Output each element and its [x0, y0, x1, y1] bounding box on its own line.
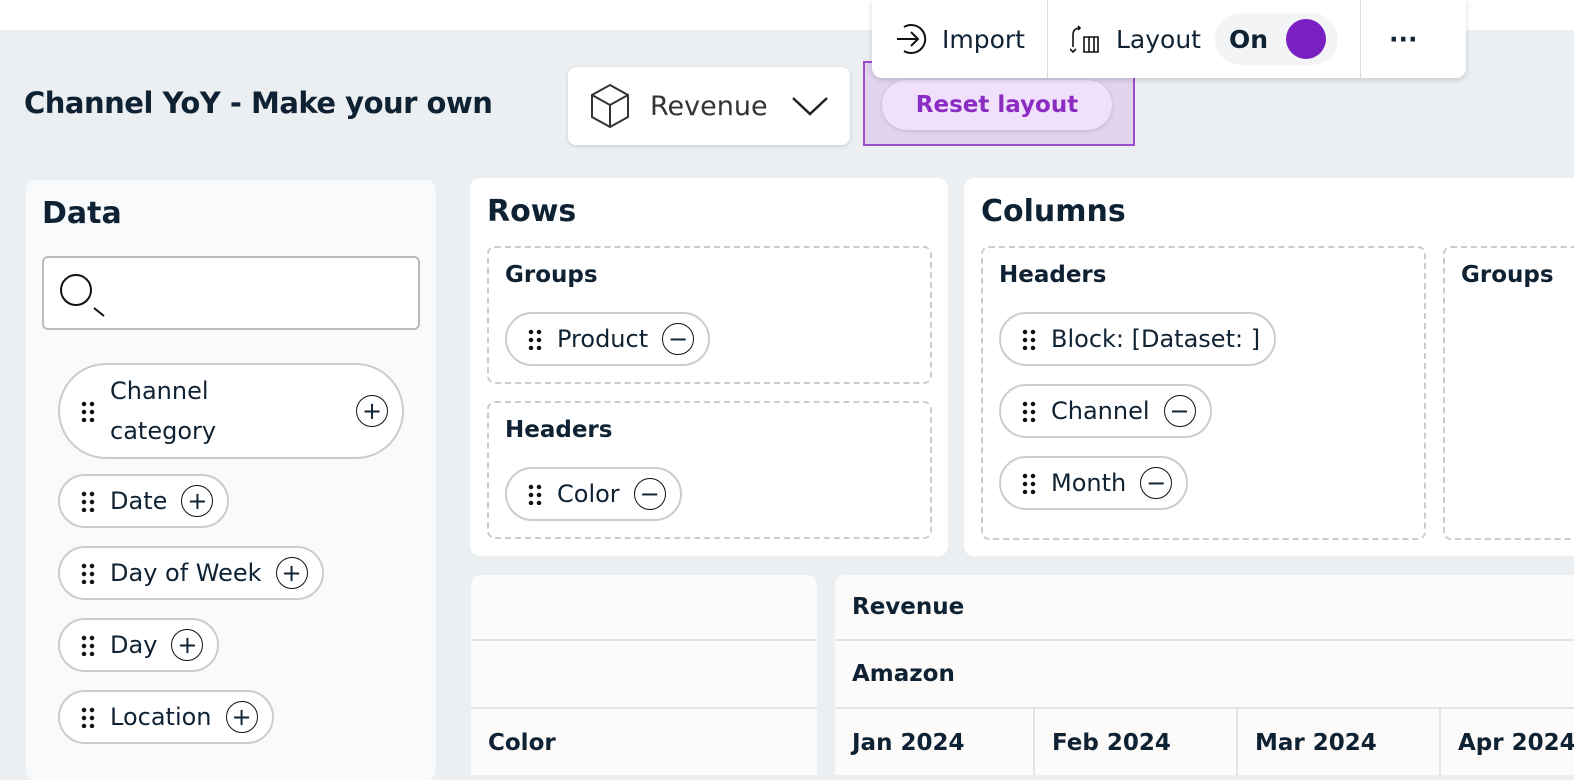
chevron-down-icon	[792, 97, 828, 116]
groups-label: Groups	[505, 262, 598, 288]
field-label: Channel	[1051, 397, 1150, 425]
toggle-knob	[1286, 19, 1327, 59]
field-chip[interactable]: Channel category +	[58, 363, 404, 459]
month-header: Jan 2024	[835, 709, 1035, 775]
drag-handle-icon[interactable]	[1021, 328, 1037, 350]
add-icon[interactable]: +	[171, 629, 204, 661]
page-title: Channel YoY - Make your own	[24, 86, 493, 120]
field-label: Date	[110, 487, 168, 515]
empty-cell	[471, 641, 817, 709]
field-label: Product	[557, 325, 649, 353]
measure-header: Revenue	[835, 575, 1574, 641]
rows-panel: Rows Groups Product − Headers Color −	[470, 178, 948, 556]
field-label: Day	[110, 631, 158, 659]
import-button[interactable]: Import	[872, 0, 1048, 78]
rows-title: Rows	[487, 194, 577, 229]
layout-toggle[interactable]: On	[1214, 13, 1339, 65]
headers-label: Headers	[999, 262, 1107, 288]
groups-label: Groups	[1461, 262, 1554, 288]
drag-handle-icon[interactable]	[1021, 472, 1037, 494]
month-header: Mar 2024	[1238, 709, 1441, 775]
add-icon[interactable]: +	[181, 485, 214, 517]
field-chip[interactable]: Product −	[505, 312, 711, 366]
field-label: Month	[1051, 469, 1127, 497]
field-chip[interactable]: Location +	[58, 690, 274, 744]
add-icon[interactable]: +	[356, 395, 388, 427]
drag-handle-icon[interactable]	[80, 490, 96, 512]
columns-headers-dropzone[interactable]: Headers Block: [Dataset: ] Channel − Mont…	[981, 246, 1426, 540]
layout-icon	[1069, 25, 1099, 54]
measure-dropdown[interactable]: Revenue	[568, 67, 850, 145]
drag-handle-icon[interactable]	[1021, 400, 1037, 422]
remove-icon[interactable]: −	[1163, 395, 1196, 427]
channel-header: Amazon	[835, 641, 1574, 709]
layout-label: Layout	[1115, 24, 1201, 54]
row-header-table: Color	[471, 575, 817, 775]
drag-handle-icon[interactable]	[527, 483, 543, 505]
columns-panel: Columns Headers Block: [Dataset: ] Chann…	[964, 178, 1574, 556]
drag-handle-icon[interactable]	[80, 562, 96, 584]
field-chip[interactable]: Day +	[58, 618, 220, 672]
empty-cell	[471, 575, 817, 641]
headers-label: Headers	[505, 417, 613, 443]
search-input[interactable]	[42, 256, 420, 330]
data-panel: Data Channel category + Date + Day of Week…	[26, 180, 436, 780]
layout-section: Layout On	[1048, 0, 1362, 78]
search-icon	[60, 274, 105, 317]
drag-handle-icon[interactable]	[80, 706, 96, 728]
cube-icon	[591, 83, 629, 129]
field-label: Color	[557, 480, 620, 508]
rows-groups-dropzone[interactable]: Groups Product −	[487, 246, 932, 384]
field-label: Location	[110, 703, 212, 731]
field-chip[interactable]: Color −	[505, 467, 682, 521]
month-header: Feb 2024	[1035, 709, 1238, 775]
import-label: Import	[942, 24, 1025, 54]
toggle-label: On	[1228, 24, 1269, 54]
toolbar: Import Layout On ···	[872, 0, 1466, 78]
field-chip[interactable]: Day of Week +	[58, 546, 324, 600]
month-header: Apr 2024	[1441, 709, 1574, 775]
field-chip[interactable]: Date +	[58, 474, 230, 528]
remove-icon[interactable]: −	[662, 323, 695, 355]
reset-layout-button[interactable]: Reset layout	[882, 80, 1112, 130]
drag-handle-icon[interactable]	[80, 634, 96, 656]
more-button[interactable]: ···	[1389, 24, 1418, 54]
field-chip[interactable]: Channel −	[999, 384, 1212, 438]
data-title: Data	[42, 196, 122, 231]
field-label: Block: [Dataset: ]	[1051, 325, 1261, 353]
field-label: Channel category	[110, 377, 217, 445]
drag-handle-icon[interactable]	[80, 400, 96, 422]
field-chip[interactable]: Month −	[999, 456, 1189, 510]
columns-groups-dropzone[interactable]: Groups	[1443, 246, 1574, 540]
columns-title: Columns	[981, 194, 1126, 229]
add-icon[interactable]: +	[275, 557, 308, 589]
rows-headers-dropzone[interactable]: Headers Color −	[487, 401, 932, 539]
field-label: Day of Week	[110, 559, 262, 587]
remove-icon[interactable]: −	[1140, 467, 1173, 499]
drag-handle-icon[interactable]	[527, 328, 543, 350]
add-icon[interactable]: +	[225, 701, 258, 733]
remove-icon[interactable]: −	[633, 478, 666, 510]
column-header-table: Revenue Amazon Jan 2024 Feb 2024 Mar 202…	[835, 575, 1574, 775]
row-header-color: Color	[471, 709, 817, 775]
import-icon	[897, 24, 927, 54]
field-chip[interactable]: Block: [Dataset: ]	[999, 312, 1277, 366]
measure-value: Revenue	[650, 90, 768, 122]
